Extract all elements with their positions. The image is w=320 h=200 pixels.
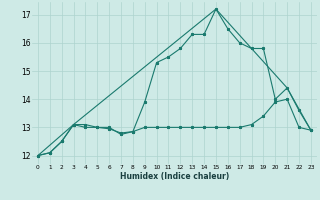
X-axis label: Humidex (Indice chaleur): Humidex (Indice chaleur) (120, 172, 229, 181)
